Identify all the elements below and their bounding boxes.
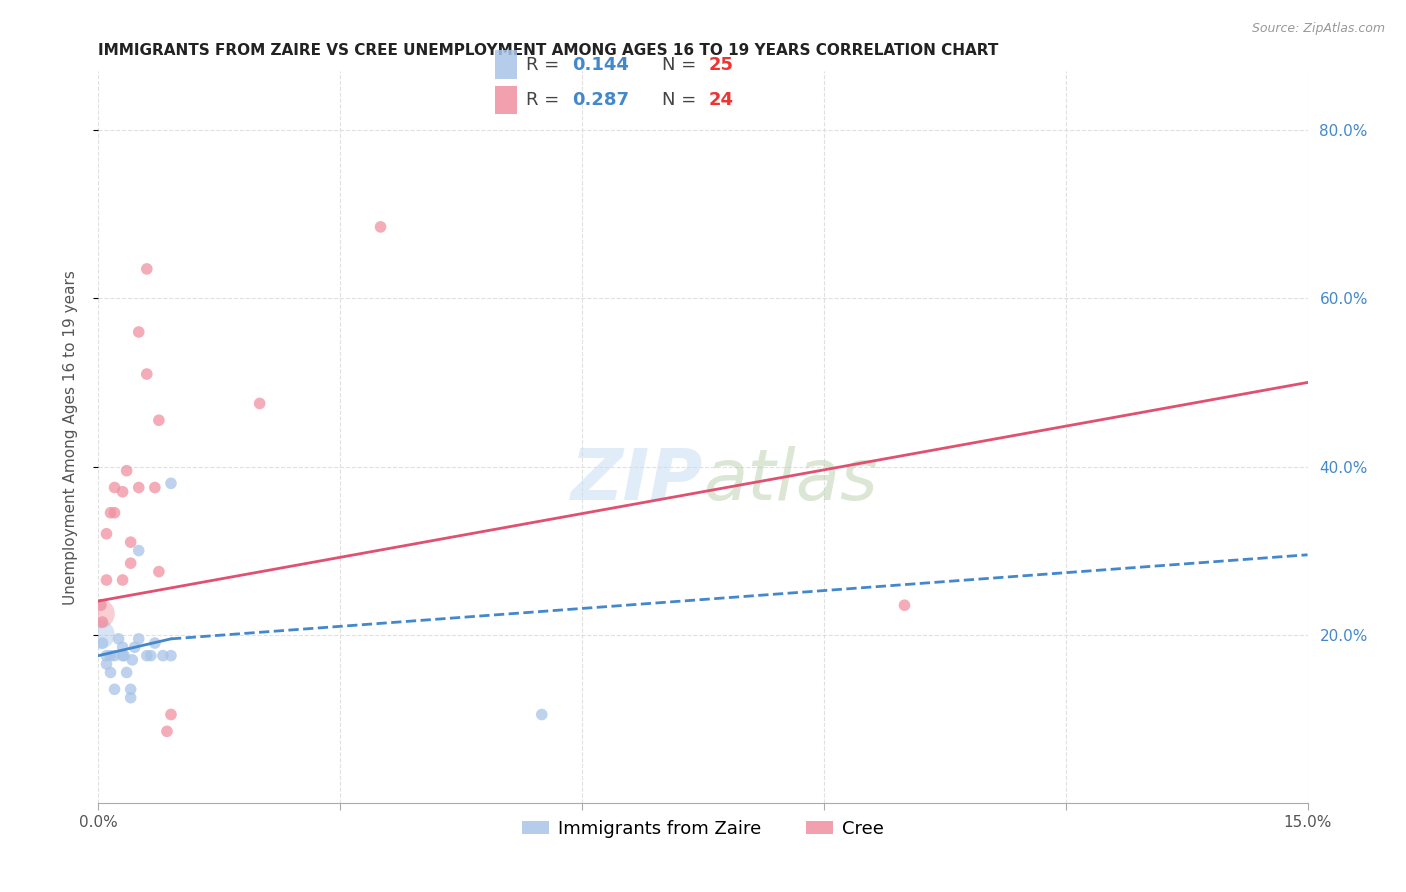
Point bbox=[91, 615, 114, 629]
Point bbox=[115, 464, 138, 478]
Point bbox=[89, 627, 111, 641]
Point bbox=[96, 573, 118, 587]
Point bbox=[249, 396, 271, 410]
Point bbox=[96, 648, 118, 663]
Point bbox=[160, 707, 183, 722]
Point bbox=[107, 632, 129, 646]
Bar bbox=[495, 86, 517, 114]
Point bbox=[152, 648, 174, 663]
Point bbox=[124, 640, 146, 655]
Text: R =: R = bbox=[526, 56, 565, 74]
Point bbox=[103, 648, 125, 663]
Point bbox=[128, 543, 150, 558]
Point bbox=[112, 648, 135, 663]
Point bbox=[103, 506, 125, 520]
Bar bbox=[495, 50, 517, 78]
Point bbox=[148, 565, 170, 579]
Point bbox=[160, 476, 183, 491]
Point bbox=[121, 653, 143, 667]
Point bbox=[120, 556, 142, 570]
Text: atlas: atlas bbox=[703, 447, 877, 516]
Point bbox=[156, 724, 179, 739]
Point bbox=[100, 506, 122, 520]
Text: IMMIGRANTS FROM ZAIRE VS CREE UNEMPLOYMENT AMONG AGES 16 TO 19 YEARS CORRELATION: IMMIGRANTS FROM ZAIRE VS CREE UNEMPLOYME… bbox=[98, 43, 998, 58]
Point bbox=[111, 573, 134, 587]
Point bbox=[91, 636, 114, 650]
Text: 25: 25 bbox=[709, 56, 734, 74]
Point bbox=[100, 665, 122, 680]
Point bbox=[135, 261, 157, 276]
Y-axis label: Unemployment Among Ages 16 to 19 years: Unemployment Among Ages 16 to 19 years bbox=[63, 269, 77, 605]
Point bbox=[148, 413, 170, 427]
Legend: Immigrants from Zaire, Cree: Immigrants from Zaire, Cree bbox=[515, 813, 891, 845]
Point bbox=[120, 690, 142, 705]
Point bbox=[160, 648, 183, 663]
Point bbox=[128, 481, 150, 495]
Text: 0.144: 0.144 bbox=[572, 56, 630, 74]
Point bbox=[103, 682, 125, 697]
Point bbox=[89, 607, 111, 621]
Point bbox=[115, 665, 138, 680]
Point bbox=[111, 484, 134, 499]
Point bbox=[530, 707, 553, 722]
Point bbox=[120, 682, 142, 697]
Text: Source: ZipAtlas.com: Source: ZipAtlas.com bbox=[1251, 22, 1385, 36]
Point bbox=[111, 648, 134, 663]
Text: ZIP: ZIP bbox=[571, 447, 703, 516]
Point bbox=[139, 648, 162, 663]
Point bbox=[96, 657, 118, 671]
Point bbox=[96, 526, 118, 541]
Point bbox=[120, 535, 142, 549]
Point bbox=[128, 325, 150, 339]
Point bbox=[135, 367, 157, 381]
Text: N =: N = bbox=[662, 56, 702, 74]
Point bbox=[370, 219, 392, 234]
Point bbox=[111, 640, 134, 655]
Point bbox=[143, 481, 166, 495]
Text: R =: R = bbox=[526, 91, 565, 109]
Point bbox=[128, 632, 150, 646]
Point bbox=[143, 636, 166, 650]
Point bbox=[135, 648, 157, 663]
Text: 24: 24 bbox=[709, 91, 734, 109]
Text: 0.287: 0.287 bbox=[572, 91, 630, 109]
Point bbox=[90, 599, 112, 613]
Point bbox=[100, 648, 122, 663]
Point bbox=[893, 599, 915, 613]
Text: N =: N = bbox=[662, 91, 702, 109]
Point bbox=[103, 481, 125, 495]
